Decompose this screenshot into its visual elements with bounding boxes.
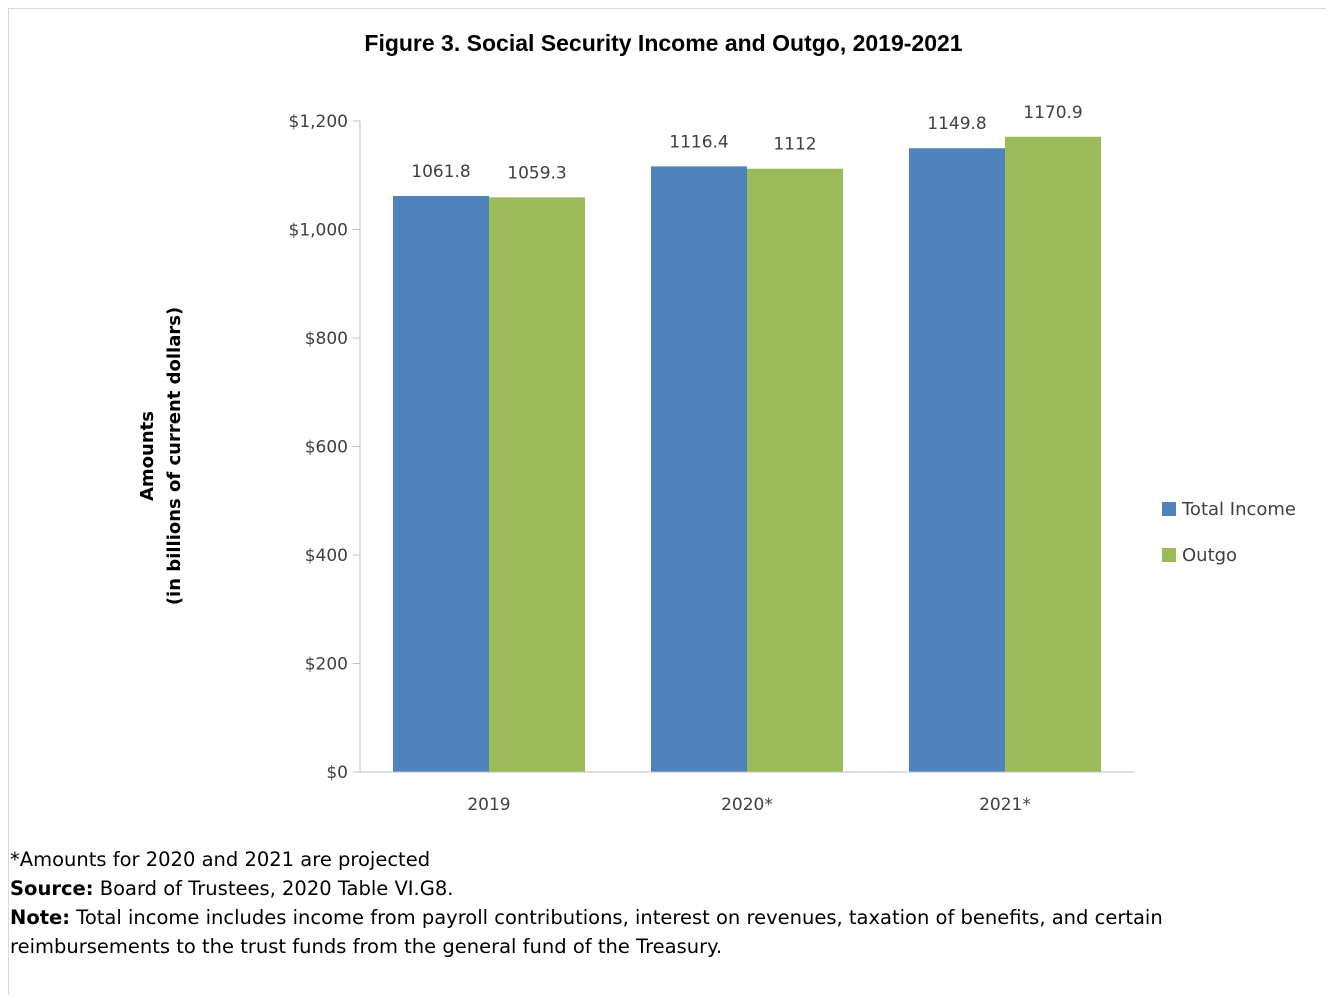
y-tick-label: $0 [326, 763, 348, 783]
source-note: Source: Board of Trustees, 2020 Table VI… [10, 874, 1320, 903]
data-label: 1170.9 [1023, 103, 1082, 123]
legend: Total Income Outgo [1162, 497, 1296, 589]
chart-plot: Amounts (in billions of current dollars)… [137, 103, 1134, 815]
data-label: 1061.8 [411, 162, 470, 182]
y-axis-title: Amounts (in billions of current dollars) [137, 307, 185, 605]
x-tick-label: 2021* [979, 795, 1031, 815]
bar-total-income [651, 166, 747, 772]
bar-outgo [747, 168, 843, 773]
source-label: Source: [10, 877, 94, 900]
legend-label: Total Income [1182, 498, 1296, 520]
x-tick-label: 2020* [721, 795, 773, 815]
data-label: 1149.8 [927, 114, 986, 134]
y-axis-title-line2: (in billions of current dollars) [164, 307, 185, 605]
legend-item: Outgo [1162, 543, 1296, 567]
legend-label: Outgo [1182, 544, 1238, 566]
legend-item: Total Income [1162, 497, 1296, 521]
bar-outgo [1005, 136, 1101, 772]
x-axis: 2019 2020* 2021* [360, 771, 1134, 815]
data-labels: 1061.8 1059.3 1116.4 1112 1149.8 1170.9 [411, 103, 1082, 184]
y-tick-label: $200 [305, 655, 348, 675]
y-tick-label: $600 [305, 438, 348, 458]
footnotes: *Amounts for 2020 and 2021 are projected… [10, 845, 1320, 961]
note-label: Note: [10, 906, 71, 929]
chart-frame [8, 8, 1326, 995]
data-label: 1112 [773, 135, 816, 155]
x-tick-label: 2019 [467, 795, 510, 815]
bar-total-income [909, 148, 1005, 772]
projected-note: *Amounts for 2020 and 2021 are projected [10, 848, 431, 871]
y-tick-label: $400 [305, 546, 348, 566]
y-tick-label: $1,200 [289, 112, 348, 132]
bar-outgo [489, 197, 585, 773]
source-text: Board of Trustees, 2020 Table VI.G8. [93, 877, 454, 900]
y-tick-label: $1,000 [289, 221, 348, 241]
bar-total-income [393, 195, 489, 772]
legend-swatch [1162, 502, 1176, 516]
note-text: Total income includes income from payrol… [10, 906, 1163, 958]
data-label: 1116.4 [669, 132, 728, 152]
note-text-block: Note: Total income includes income from … [10, 903, 1320, 961]
chart-title: Figure 3. Social Security Income and Out… [364, 30, 963, 56]
y-axis: $0 $200 $400 $600 $800 $1,000 $1,200 [289, 112, 361, 783]
legend-swatch [1162, 548, 1176, 562]
y-axis-title-line1: Amounts [137, 411, 158, 501]
bars [393, 136, 1101, 773]
data-label: 1059.3 [507, 163, 566, 183]
y-tick-label: $800 [305, 329, 348, 349]
